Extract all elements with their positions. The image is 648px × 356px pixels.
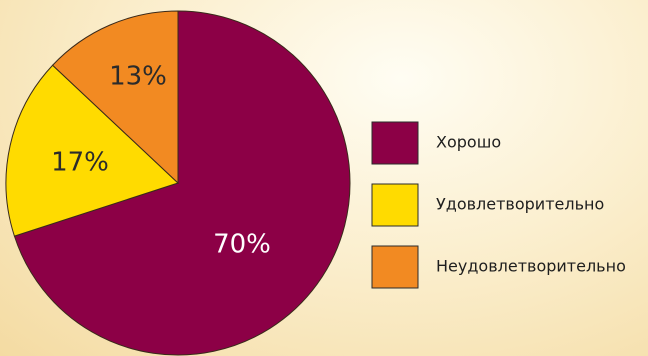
legend-label-2: Удовлетворительно xyxy=(436,195,604,214)
legend-label-3: Неудовлетворительно xyxy=(436,257,626,276)
pie-slices xyxy=(5,10,351,356)
legend-swatch-2 xyxy=(371,183,419,227)
legend-swatch-3 xyxy=(371,245,419,289)
slice-label-1: 70% xyxy=(213,230,271,260)
pie-slice-1 xyxy=(13,10,351,356)
legend-label-1: Хорошо xyxy=(436,133,501,152)
pie-slice-2 xyxy=(5,64,179,237)
pie-slice-3 xyxy=(51,10,179,185)
legend-swatch-1 xyxy=(371,121,419,165)
pie-slice-labels: 70% 17% 13% xyxy=(51,62,271,260)
legend: Хорошо Удовлетворительно Неудовлетворитель… xyxy=(371,121,626,289)
slice-label-2: 17% xyxy=(51,148,109,178)
slice-label-3: 13% xyxy=(109,62,167,92)
